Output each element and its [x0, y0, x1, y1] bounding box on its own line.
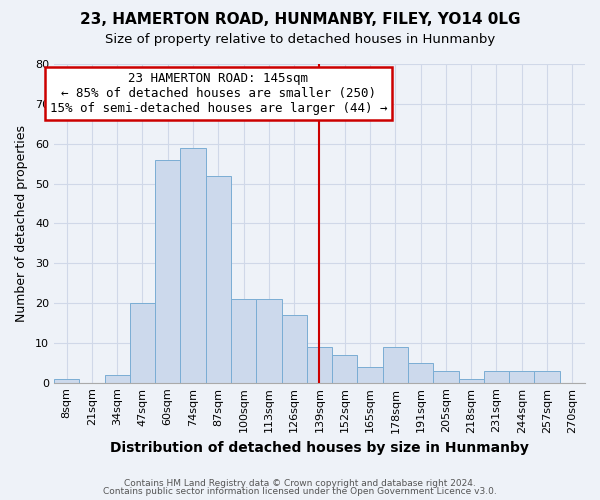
Bar: [54, 378, 79, 382]
Bar: [231, 299, 256, 382]
Bar: [433, 370, 458, 382]
Bar: [484, 370, 509, 382]
Bar: [206, 176, 231, 382]
Bar: [458, 378, 484, 382]
Bar: [307, 347, 332, 382]
Bar: [535, 370, 560, 382]
Bar: [130, 303, 155, 382]
Bar: [509, 370, 535, 382]
Bar: [256, 299, 281, 382]
Text: 23, HAMERTON ROAD, HUNMANBY, FILEY, YO14 0LG: 23, HAMERTON ROAD, HUNMANBY, FILEY, YO14…: [80, 12, 520, 28]
Bar: [181, 148, 206, 382]
X-axis label: Distribution of detached houses by size in Hunmanby: Distribution of detached houses by size …: [110, 441, 529, 455]
Bar: [332, 355, 358, 382]
Text: Size of property relative to detached houses in Hunmanby: Size of property relative to detached ho…: [105, 32, 495, 46]
Y-axis label: Number of detached properties: Number of detached properties: [15, 125, 28, 322]
Bar: [408, 363, 433, 382]
Bar: [155, 160, 181, 382]
Bar: [104, 374, 130, 382]
Bar: [383, 347, 408, 382]
Bar: [281, 315, 307, 382]
Text: Contains HM Land Registry data © Crown copyright and database right 2024.: Contains HM Land Registry data © Crown c…: [124, 478, 476, 488]
Text: 23 HAMERTON ROAD: 145sqm
← 85% of detached houses are smaller (250)
15% of semi-: 23 HAMERTON ROAD: 145sqm ← 85% of detach…: [50, 72, 387, 115]
Bar: [358, 366, 383, 382]
Text: Contains public sector information licensed under the Open Government Licence v3: Contains public sector information licen…: [103, 487, 497, 496]
